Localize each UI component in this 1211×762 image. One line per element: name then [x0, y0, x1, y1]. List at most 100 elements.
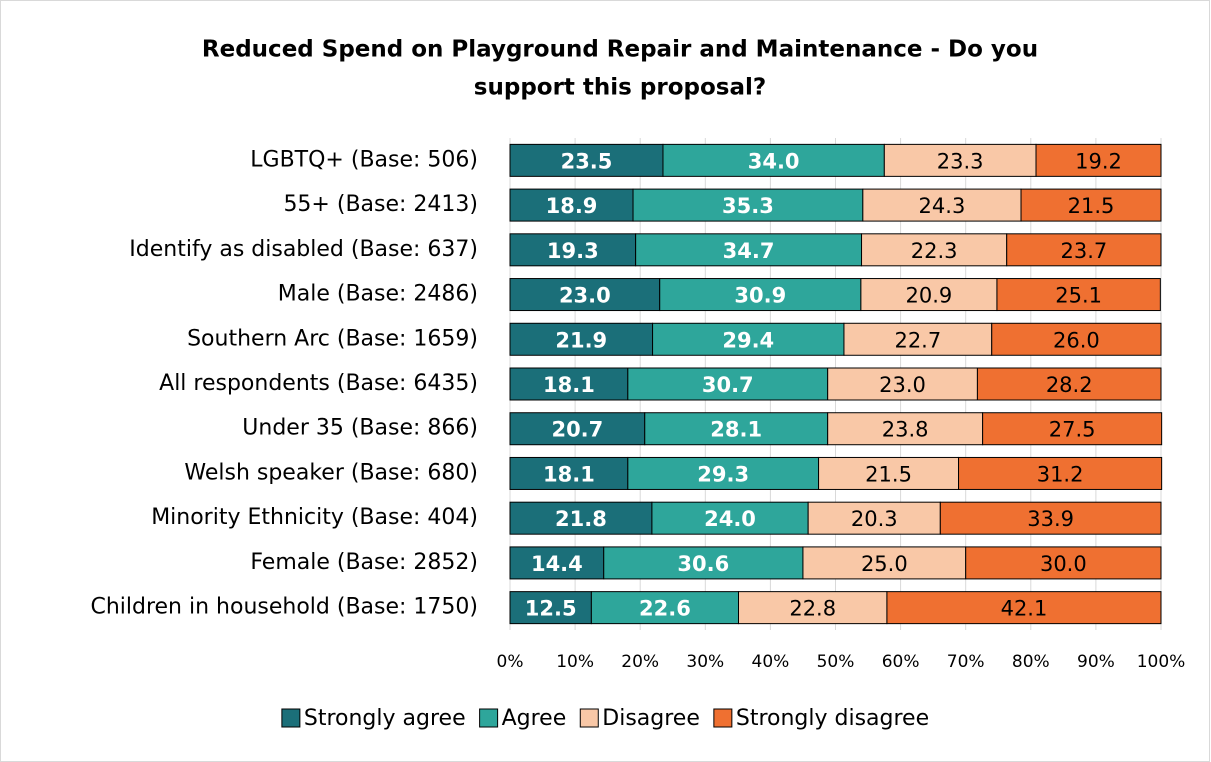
bar-segment [509, 501, 653, 535]
data-label: 30.9 [734, 284, 786, 308]
y-tick-label: Minority Ethnicity (Base: 404) [151, 505, 478, 530]
data-label: 21.5 [1068, 194, 1115, 218]
x-tick-label: 50% [817, 652, 855, 672]
bar-segment [509, 546, 605, 580]
bar-segment [1020, 188, 1162, 222]
legend-swatch [281, 708, 301, 728]
legend-swatch [713, 708, 733, 728]
bar-segment [509, 456, 629, 490]
data-label: 19.2 [1075, 149, 1122, 173]
data-label: 23.0 [879, 373, 926, 397]
data-label: 18.1 [543, 373, 595, 397]
data-label: 28.1 [710, 418, 762, 442]
legend-label: Disagree [602, 706, 700, 731]
x-tick-label: 30% [686, 652, 724, 672]
bar-segment [652, 322, 845, 356]
bar-segment [651, 501, 809, 535]
legend: Strongly agree Agree Disagree Strongly disa… [281, 706, 929, 731]
data-label: 22.6 [639, 597, 691, 621]
bar-segment [996, 278, 1161, 312]
data-label: 30.6 [677, 552, 729, 576]
data-label: 29.3 [697, 462, 749, 486]
data-label: 25.0 [861, 552, 908, 576]
data-label: 18.9 [546, 194, 598, 218]
legend-label: Strongly disagree [736, 706, 929, 731]
bar-segment [1006, 233, 1162, 267]
bar-segment [939, 501, 1162, 535]
bar-segment [635, 233, 863, 267]
bar-segment [807, 501, 941, 535]
x-tick-label: 10% [556, 652, 594, 672]
bar-segment [802, 546, 967, 580]
bar-segment [509, 278, 661, 312]
y-tick-label: Under 35 (Base: 866) [242, 416, 478, 441]
data-label: 35.3 [722, 194, 774, 218]
y-tick-label: Welsh speaker (Base: 680) [184, 460, 478, 485]
bar-segment [883, 143, 1037, 177]
bar-segment [861, 233, 1008, 267]
data-label: 20.7 [551, 418, 603, 442]
bar-segment [590, 591, 740, 625]
data-label: 23.8 [882, 418, 929, 442]
x-tick-label: 0% [497, 652, 524, 672]
y-tick-label: Southern Arc (Base: 1659) [187, 326, 478, 351]
chart-title: Reduced Spend on Playground Repair and M… [202, 37, 1038, 63]
legend-label: Strongly agree [304, 706, 466, 731]
x-tick-label: 80% [1012, 652, 1050, 672]
data-label: 19.3 [547, 239, 599, 263]
x-tick-label: 70% [947, 652, 985, 672]
bar-segment [843, 322, 993, 356]
legend-swatch [579, 708, 599, 728]
data-label: 18.1 [543, 462, 595, 486]
y-tick-label: LGBTQ+ (Base: 506) [250, 147, 478, 172]
x-tick-label: 100% [1137, 652, 1186, 672]
data-label: 42.1 [1001, 597, 1048, 621]
bar-segment [644, 412, 829, 446]
bar-segment [509, 367, 629, 401]
bar-segment [603, 546, 804, 580]
legend-swatch [479, 708, 499, 728]
data-label: 22.7 [894, 328, 941, 352]
data-label: 24.0 [704, 507, 756, 531]
data-label: 23.7 [1060, 239, 1107, 263]
bar-segment [818, 456, 960, 490]
data-label: 27.5 [1049, 418, 1096, 442]
legend-label: Agree [502, 706, 567, 731]
bar-segment [509, 143, 664, 177]
y-tick-label: 55+ (Base: 2413) [283, 192, 478, 217]
x-tick-label: 40% [752, 652, 790, 672]
data-label: 22.3 [911, 239, 958, 263]
x-tick-label: 90% [1077, 652, 1115, 672]
data-label: 30.0 [1040, 552, 1087, 576]
data-label: 34.0 [748, 149, 800, 173]
data-label: 20.9 [906, 284, 953, 308]
data-label: 14.4 [531, 552, 583, 576]
data-label: 24.3 [919, 194, 966, 218]
bar-segment [627, 456, 820, 490]
data-label: 23.3 [937, 149, 984, 173]
bar-segment [886, 591, 1162, 625]
bar-segment [509, 188, 634, 222]
data-label: 23.0 [559, 284, 611, 308]
y-tick-label: Identify as disabled (Base: 637) [129, 237, 478, 262]
bar-segment [991, 322, 1162, 356]
bar-segment [976, 367, 1162, 401]
chart-title: support this proposal? [474, 75, 766, 101]
bar-segment [965, 546, 1162, 580]
bar-segment [860, 278, 998, 312]
data-label: 34.7 [723, 239, 775, 263]
bar-segment [509, 233, 637, 267]
data-label: 29.4 [722, 328, 774, 352]
data-label: 33.9 [1027, 507, 1074, 531]
bar-segment [509, 591, 592, 625]
y-tick-label: Female (Base: 2852) [250, 550, 478, 575]
y-tick-label: Male (Base: 2486) [278, 282, 478, 307]
data-label: 22.8 [789, 597, 836, 621]
y-tick-label: All respondents (Base: 6435) [159, 371, 478, 396]
bar-segment [958, 456, 1163, 490]
bar-segment [632, 188, 864, 222]
data-label: 30.7 [702, 373, 754, 397]
data-label: 21.5 [865, 462, 912, 486]
y-tick-label: Children in household (Base: 1750) [90, 595, 478, 620]
